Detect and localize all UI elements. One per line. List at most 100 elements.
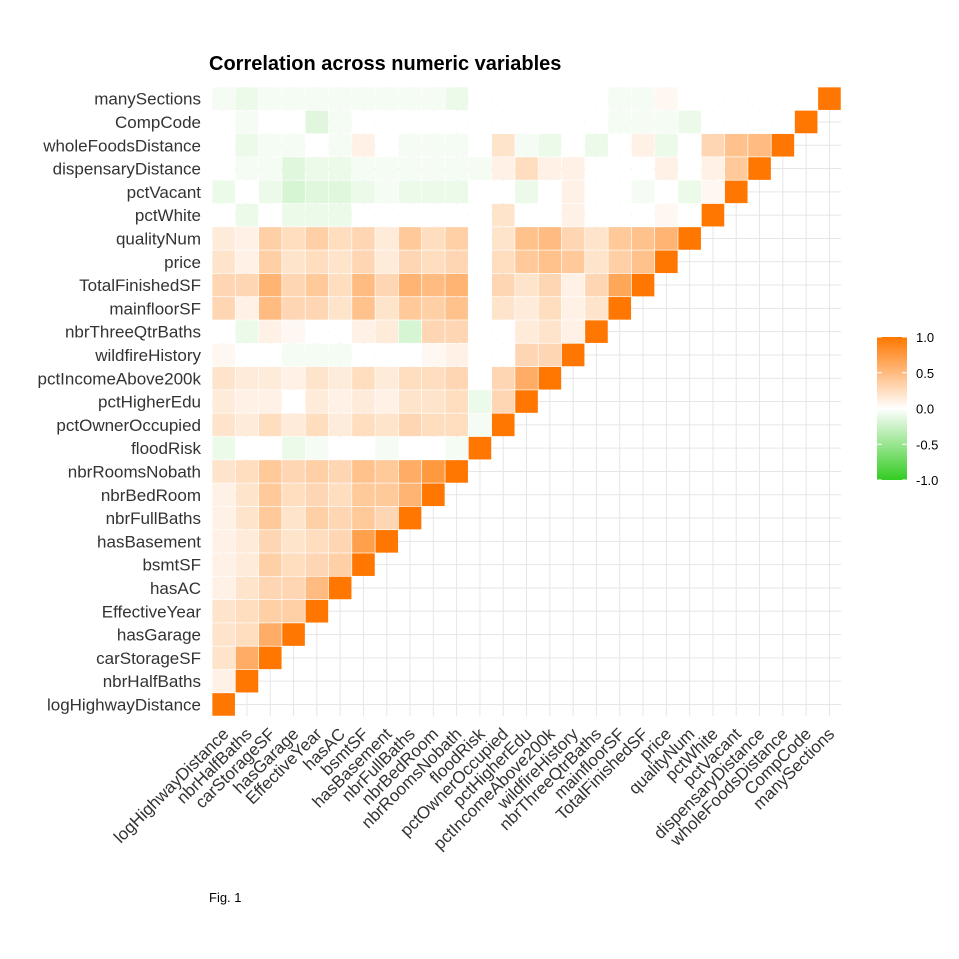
legend-tick-label: 0.0 xyxy=(916,402,934,417)
heatmap-cell xyxy=(282,157,305,180)
heatmap-cell xyxy=(282,343,305,367)
heatmap-cell xyxy=(305,87,329,110)
heatmap-cell xyxy=(258,413,282,437)
heatmap-cell xyxy=(538,366,562,390)
heatmap-cell xyxy=(282,460,305,483)
heatmap-cell xyxy=(491,180,515,204)
heatmap-cell xyxy=(352,483,375,507)
heatmap-cell xyxy=(468,343,492,367)
heatmap-cell xyxy=(305,320,329,343)
heatmap-cell xyxy=(701,157,725,180)
heatmap-cell xyxy=(212,343,235,367)
heatmap-cell xyxy=(398,180,422,204)
heatmap-cell xyxy=(515,203,538,227)
heatmap-cell xyxy=(608,227,632,250)
heatmap-cell xyxy=(282,530,305,553)
heatmap-cell xyxy=(305,366,329,390)
heatmap-cell xyxy=(491,320,515,343)
heatmap-cell xyxy=(235,180,259,204)
heatmap-cell xyxy=(352,273,375,297)
heatmap-cell xyxy=(422,87,445,110)
figure-caption: Fig. 1 xyxy=(209,890,242,905)
heatmap-cell xyxy=(398,110,422,134)
heatmap-cell xyxy=(491,366,515,390)
heatmap-cell xyxy=(678,227,701,250)
heatmap-cell xyxy=(258,273,282,297)
heatmap-cell xyxy=(445,203,468,227)
heatmap-cell xyxy=(608,273,632,297)
heatmap-cell xyxy=(235,250,259,274)
heatmap-cell xyxy=(258,436,282,460)
heatmap-cell xyxy=(212,133,235,157)
heatmap-cell xyxy=(375,133,399,157)
heatmap-cell xyxy=(631,227,655,250)
heatmap-cell xyxy=(445,460,468,483)
heatmap-cell xyxy=(398,366,422,390)
heatmap-cell xyxy=(282,623,305,646)
y-axis-labels: logHighwayDistance nbrHalfBaths carStorage… xyxy=(38,90,202,715)
heatmap-cell xyxy=(212,390,235,413)
heatmap-cell xyxy=(375,343,399,367)
heatmap-cell xyxy=(515,366,538,390)
heatmap-cell xyxy=(398,320,422,343)
heatmap-cell xyxy=(445,180,468,204)
heatmap-cell xyxy=(608,157,632,180)
heatmap-cell xyxy=(678,110,701,134)
heatmap-cell xyxy=(328,413,352,437)
heatmap-cell xyxy=(352,180,375,204)
heatmap-cell xyxy=(585,227,608,250)
heatmap-cell xyxy=(445,157,468,180)
heatmap-cell xyxy=(515,297,538,320)
heatmap-cell xyxy=(305,436,329,460)
heatmap-cell xyxy=(212,87,235,110)
heatmap-cell xyxy=(538,250,562,274)
heatmap-cell xyxy=(445,297,468,320)
legend-tick-label: 0.5 xyxy=(916,366,934,381)
heatmap-cell xyxy=(375,390,399,413)
heatmap-cell xyxy=(724,133,748,157)
heatmap-cell xyxy=(491,343,515,367)
heatmap-cell xyxy=(538,157,562,180)
heatmap-cell xyxy=(328,320,352,343)
y-tick-label: dispensaryDistance xyxy=(53,160,201,179)
heatmap-cell xyxy=(212,693,235,716)
x-axis-labels: logHighwayDistancenbrHalfBathscarStorage… xyxy=(110,724,838,853)
heatmap-cell xyxy=(258,460,282,483)
heatmap-cell xyxy=(305,273,329,297)
heatmap-cell xyxy=(561,297,585,320)
heatmap-cell xyxy=(701,203,725,227)
heatmap-cell xyxy=(212,250,235,274)
y-tick-label: hasBasement xyxy=(97,532,201,551)
heatmap-cell xyxy=(212,530,235,553)
heatmap-cell xyxy=(468,436,492,460)
heatmap-cell xyxy=(258,483,282,507)
heatmap-cell xyxy=(235,366,259,390)
heatmap-cell xyxy=(328,366,352,390)
y-tick-label: TotalFinishedSF xyxy=(79,276,201,295)
heatmap-cell xyxy=(258,530,282,553)
heatmap-cell xyxy=(748,87,771,110)
heatmap-cell xyxy=(375,366,399,390)
heatmap-cell xyxy=(212,273,235,297)
heatmap-cell xyxy=(422,180,445,204)
heatmap-cell xyxy=(701,180,725,204)
heatmap-cell xyxy=(235,576,259,600)
heatmap-cell xyxy=(212,506,235,530)
heatmap-cell xyxy=(655,203,678,227)
heatmap-cell xyxy=(585,203,608,227)
heatmap-cell xyxy=(328,483,352,507)
heatmap-cell xyxy=(818,87,841,110)
heatmap-cell xyxy=(375,506,399,530)
heatmap-cell xyxy=(585,110,608,134)
heatmap-cell xyxy=(608,180,632,204)
y-tick-label: hasGarage xyxy=(117,626,201,645)
heatmap-cell xyxy=(538,320,562,343)
heatmap-cell xyxy=(585,87,608,110)
heatmap-cell xyxy=(212,483,235,507)
heatmap-cell xyxy=(352,110,375,134)
heatmap-cell xyxy=(585,180,608,204)
heatmap-cell xyxy=(328,133,352,157)
heatmap-cell xyxy=(585,157,608,180)
heatmap-cell xyxy=(794,110,818,134)
heatmap-cell xyxy=(328,227,352,250)
